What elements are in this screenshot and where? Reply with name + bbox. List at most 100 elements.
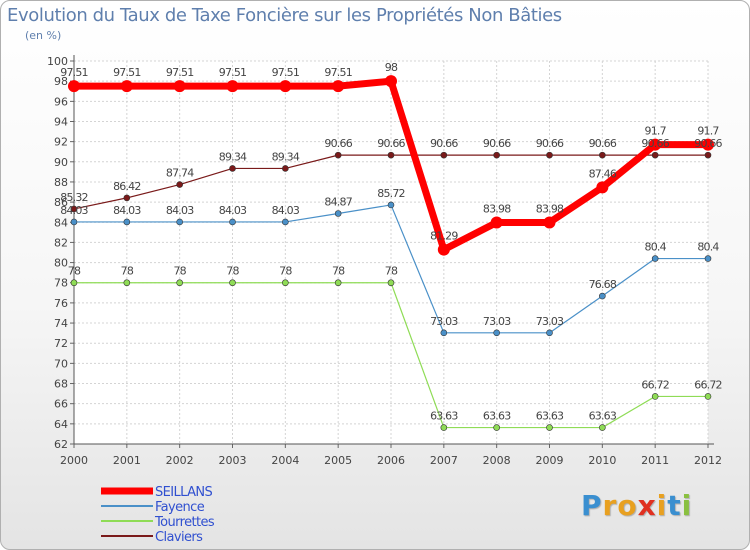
- data-point-fayence: [599, 292, 606, 300]
- y-tick-label: 64: [54, 418, 68, 431]
- data-label-tourrettes: 78: [385, 265, 398, 278]
- data-point-tourrettes: [546, 424, 553, 431]
- x-tick-label: 2007: [430, 454, 458, 467]
- data-point-tourrettes: [493, 424, 500, 431]
- data-label-seillans: 97.51: [219, 66, 247, 79]
- data-point-claviers: [651, 151, 659, 159]
- data-label-claviers: 90.66: [483, 137, 511, 150]
- data-point-seillans: [332, 80, 345, 93]
- data-label-claviers: 90.66: [536, 137, 564, 150]
- data-label-claviers: 85.32: [60, 191, 88, 204]
- data-label-tourrettes: 63.63: [536, 410, 564, 423]
- data-label-claviers: 89.34: [219, 150, 247, 163]
- data-point-fayence: [176, 218, 183, 226]
- data-label-fayence: 73.03: [536, 315, 564, 328]
- data-point-seillans: [596, 181, 609, 194]
- data-label-claviers: 90.66: [641, 137, 669, 150]
- x-tick-label: 2004: [271, 454, 299, 467]
- data-point-claviers: [229, 165, 236, 172]
- data-label-fayence: 84.03: [272, 204, 300, 217]
- x-tick-label: 2009: [536, 454, 564, 467]
- data-label-tourrettes: 78: [332, 265, 345, 278]
- data-label-claviers: 90.66: [324, 137, 352, 150]
- data-point-fayence: [70, 218, 78, 226]
- data-label-tourrettes: 63.63: [589, 410, 617, 423]
- data-label-tourrettes: 66.72: [641, 378, 669, 391]
- data-label-seillans: 91.7: [645, 125, 667, 138]
- data-point-fayence: [229, 218, 236, 226]
- y-tick-label: 68: [54, 378, 68, 391]
- data-label-claviers: 89.34: [272, 150, 300, 163]
- data-point-fayence: [334, 210, 342, 217]
- plot-area: [74, 61, 708, 444]
- data-label-seillans: 87.46: [589, 167, 617, 180]
- x-tick-label: 2008: [483, 454, 511, 467]
- data-label-seillans: 97.51: [60, 66, 88, 79]
- data-point-tourrettes: [387, 279, 395, 287]
- proxiti-logo: Proxiti: [581, 489, 692, 522]
- y-tick-label: 98: [54, 75, 68, 88]
- data-point-claviers: [599, 151, 606, 159]
- data-label-claviers: 87.74: [166, 167, 194, 180]
- data-point-tourrettes: [70, 279, 78, 287]
- data-label-fayence: 73.03: [430, 315, 458, 328]
- data-point-claviers: [387, 151, 395, 159]
- data-label-fayence: 80.4: [645, 241, 667, 254]
- data-label-tourrettes: 78: [173, 265, 186, 278]
- data-point-seillans: [649, 138, 662, 151]
- data-point-fayence: [440, 329, 448, 337]
- y-tick-label: 94: [54, 115, 68, 128]
- y-tick-label: 96: [54, 95, 68, 108]
- y-tick-label: 74: [54, 317, 68, 330]
- data-point-seillans: [279, 80, 292, 93]
- x-tick-label: 2012: [694, 454, 722, 467]
- y-tick-label: 72: [54, 337, 68, 350]
- data-point-seillans: [173, 80, 186, 93]
- data-label-seillans: 91.7: [697, 125, 719, 138]
- data-point-claviers: [546, 151, 553, 159]
- x-tick-label: 2001: [113, 454, 141, 467]
- data-point-tourrettes: [176, 279, 183, 287]
- data-point-seillans: [437, 243, 450, 256]
- data-label-seillans: 83.98: [483, 202, 511, 215]
- logo-letter: r: [602, 489, 618, 522]
- data-point-seillans: [226, 80, 239, 93]
- logo-letter: t: [667, 489, 682, 522]
- data-label-tourrettes: 78: [121, 265, 134, 278]
- data-point-claviers: [176, 181, 183, 188]
- data-point-tourrettes: [282, 279, 289, 287]
- data-point-claviers: [70, 205, 78, 213]
- y-tick-label: 70: [54, 357, 68, 370]
- y-tick-label: 80: [54, 257, 68, 270]
- data-label-claviers: 90.66: [589, 137, 617, 150]
- data-point-seillans: [490, 216, 503, 229]
- data-point-claviers: [440, 151, 448, 159]
- data-label-seillans: 97.51: [272, 66, 300, 79]
- x-tick-label: 2011: [641, 454, 669, 467]
- data-label-seillans: 97.51: [166, 66, 194, 79]
- data-label-claviers: 86.42: [113, 180, 141, 193]
- data-label-seillans: 98: [385, 61, 398, 74]
- logo-letter: o: [617, 489, 638, 522]
- data-point-fayence: [123, 218, 131, 226]
- data-label-claviers: 90.66: [377, 137, 405, 150]
- data-point-seillans: [120, 80, 133, 93]
- data-label-fayence: 73.03: [483, 315, 511, 328]
- data-label-seillans: 81.29: [430, 230, 458, 243]
- data-label-fayence: 76.68: [589, 278, 617, 291]
- data-point-claviers: [123, 194, 131, 202]
- data-point-seillans: [543, 216, 556, 229]
- data-point-fayence: [387, 201, 395, 209]
- y-tick-label: 76: [54, 297, 68, 310]
- data-point-fayence: [651, 255, 659, 262]
- chart-subtitle: (en %): [25, 29, 62, 42]
- data-point-fayence: [282, 218, 289, 226]
- data-point-tourrettes: [704, 393, 712, 400]
- legend-label-tourrettes: Tourrettes: [154, 515, 215, 530]
- x-tick-label: 2005: [324, 454, 352, 467]
- y-tick-label: 100: [47, 55, 68, 68]
- data-label-fayence: 84.03: [219, 204, 247, 217]
- data-point-seillans: [702, 138, 714, 151]
